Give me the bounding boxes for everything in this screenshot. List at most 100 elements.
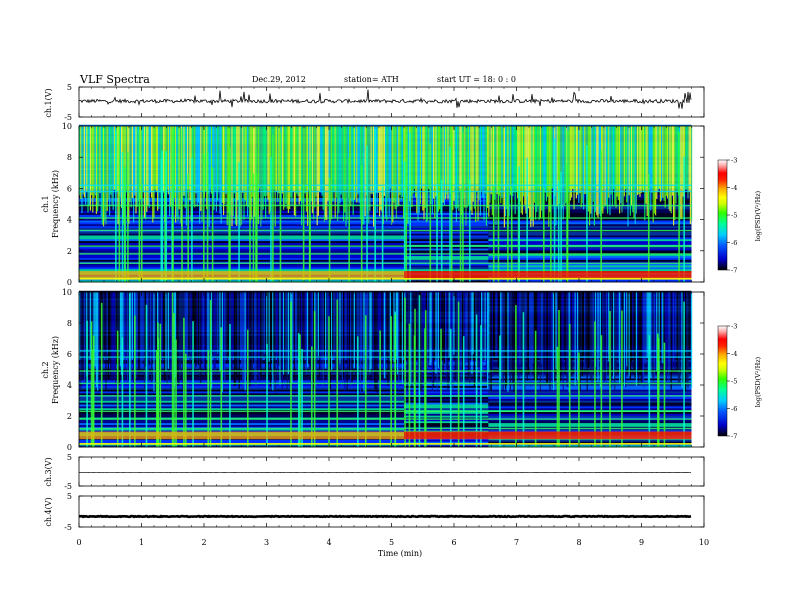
spectral-stripe (488, 439, 692, 442)
ch1-spectrogram-panel: 0 2 4 6 8 10 (62, 122, 705, 287)
spectral-stripe (404, 257, 489, 260)
sferic-streak (203, 292, 205, 374)
spectral-stripe (79, 265, 404, 268)
sferic-streak (401, 292, 403, 385)
vertical-track (381, 186, 384, 282)
sferic-streak (339, 126, 341, 204)
sferic-streak (674, 126, 676, 221)
sferic-streak (97, 292, 99, 391)
spectral-stripe (404, 210, 489, 214)
sferic-streak (81, 292, 83, 373)
sferic-streak (551, 126, 553, 189)
sferic-streak (199, 126, 201, 224)
sferic-streak (433, 292, 435, 388)
spectral-stripe (79, 368, 404, 372)
sferic-streak (315, 126, 317, 197)
sferic-streak (539, 126, 541, 218)
ch2-channel-label: ch.2 (41, 361, 50, 378)
sferic-streak (205, 126, 207, 192)
sferic-streak (472, 292, 474, 355)
x-axis-label: Time (min) (378, 549, 422, 558)
sferic-streak (485, 292, 487, 381)
sferic-streak (490, 292, 492, 392)
ch1_waveform-tick-label: 5 (67, 83, 72, 92)
sferic-streak (447, 292, 449, 389)
sferic-streak (607, 126, 609, 214)
sferic-streak (278, 292, 280, 367)
sferic-streak (649, 126, 651, 191)
sferic-streak (160, 292, 162, 357)
sferic-streak (231, 126, 233, 227)
sferic-streak (581, 292, 583, 377)
vertical-track (272, 134, 274, 282)
sferic-streak (478, 126, 480, 201)
spectral-stripe (488, 265, 692, 268)
sferic-streak (515, 126, 517, 193)
spectral-stripe (79, 238, 404, 242)
spectral-stripe (404, 233, 489, 236)
sferic-streak (645, 126, 647, 204)
vertical-track (497, 181, 500, 282)
sferic-streak (375, 126, 377, 194)
vertical-track (542, 187, 545, 282)
sferic-streak (338, 126, 340, 214)
sferic-streak (103, 126, 105, 227)
sferic-streak (689, 126, 691, 225)
sferic-streak (578, 126, 580, 203)
spectral-stripe (488, 380, 692, 383)
ch1-waveform-panel: 5 -5 (64, 83, 705, 122)
vertical-track (297, 333, 300, 447)
sferic-streak (265, 292, 267, 376)
colorbar-tick-label: -6 (731, 405, 737, 413)
spectral-stripe (404, 391, 489, 394)
sferic-streak (304, 292, 306, 355)
sferic-streak (385, 126, 387, 218)
sferic-streak (230, 126, 232, 216)
sferic-streak (619, 126, 621, 214)
sferic-streak (412, 126, 414, 194)
spectral-stripe (488, 367, 692, 370)
sferic-streak (445, 126, 447, 200)
sferic-streak (470, 292, 472, 355)
sferic-streak (665, 126, 667, 197)
spectral-stripe (404, 248, 489, 251)
sferic-streak (508, 126, 510, 217)
sferic-streak (241, 292, 243, 364)
ch2_spectrogram-tick-label: 0 (67, 443, 72, 452)
vertical-track (249, 169, 251, 282)
sferic-streak (521, 126, 523, 215)
sferic-streak (478, 292, 480, 367)
sferic-streak (176, 126, 178, 217)
sferic-streak (133, 292, 135, 384)
sferic-streak (650, 126, 652, 211)
sferic-streak (254, 126, 256, 217)
sferic-streak (86, 126, 88, 192)
vertical-track (238, 162, 240, 282)
sferic-streak (326, 126, 328, 220)
sferic-streak (112, 126, 114, 211)
vertical-track (116, 330, 119, 447)
narrowband-line (79, 350, 692, 352)
sferic-streak (380, 126, 382, 210)
spectral-stripe (404, 201, 489, 204)
sferic-streak (322, 126, 324, 210)
sferic-streak (277, 292, 279, 379)
sferic-streak (668, 292, 670, 387)
sferic-streak (529, 126, 531, 219)
vertical-track (165, 151, 168, 282)
sferic-streak (651, 292, 653, 364)
sferic-streak (197, 126, 199, 203)
sferic-streak (305, 292, 307, 372)
vertical-track (183, 317, 185, 447)
sferic-streak (650, 292, 652, 379)
narrowband-line (79, 382, 692, 385)
sferic-streak (488, 126, 490, 217)
sferic-streak (310, 126, 312, 201)
sferic-streak (157, 126, 159, 211)
sferic-streak (329, 292, 331, 389)
sferic-streak (664, 126, 666, 208)
sferic-streak (289, 292, 291, 387)
sferic-streak (325, 292, 327, 369)
vertical-track (256, 173, 258, 282)
spectral-stripe (79, 428, 404, 431)
